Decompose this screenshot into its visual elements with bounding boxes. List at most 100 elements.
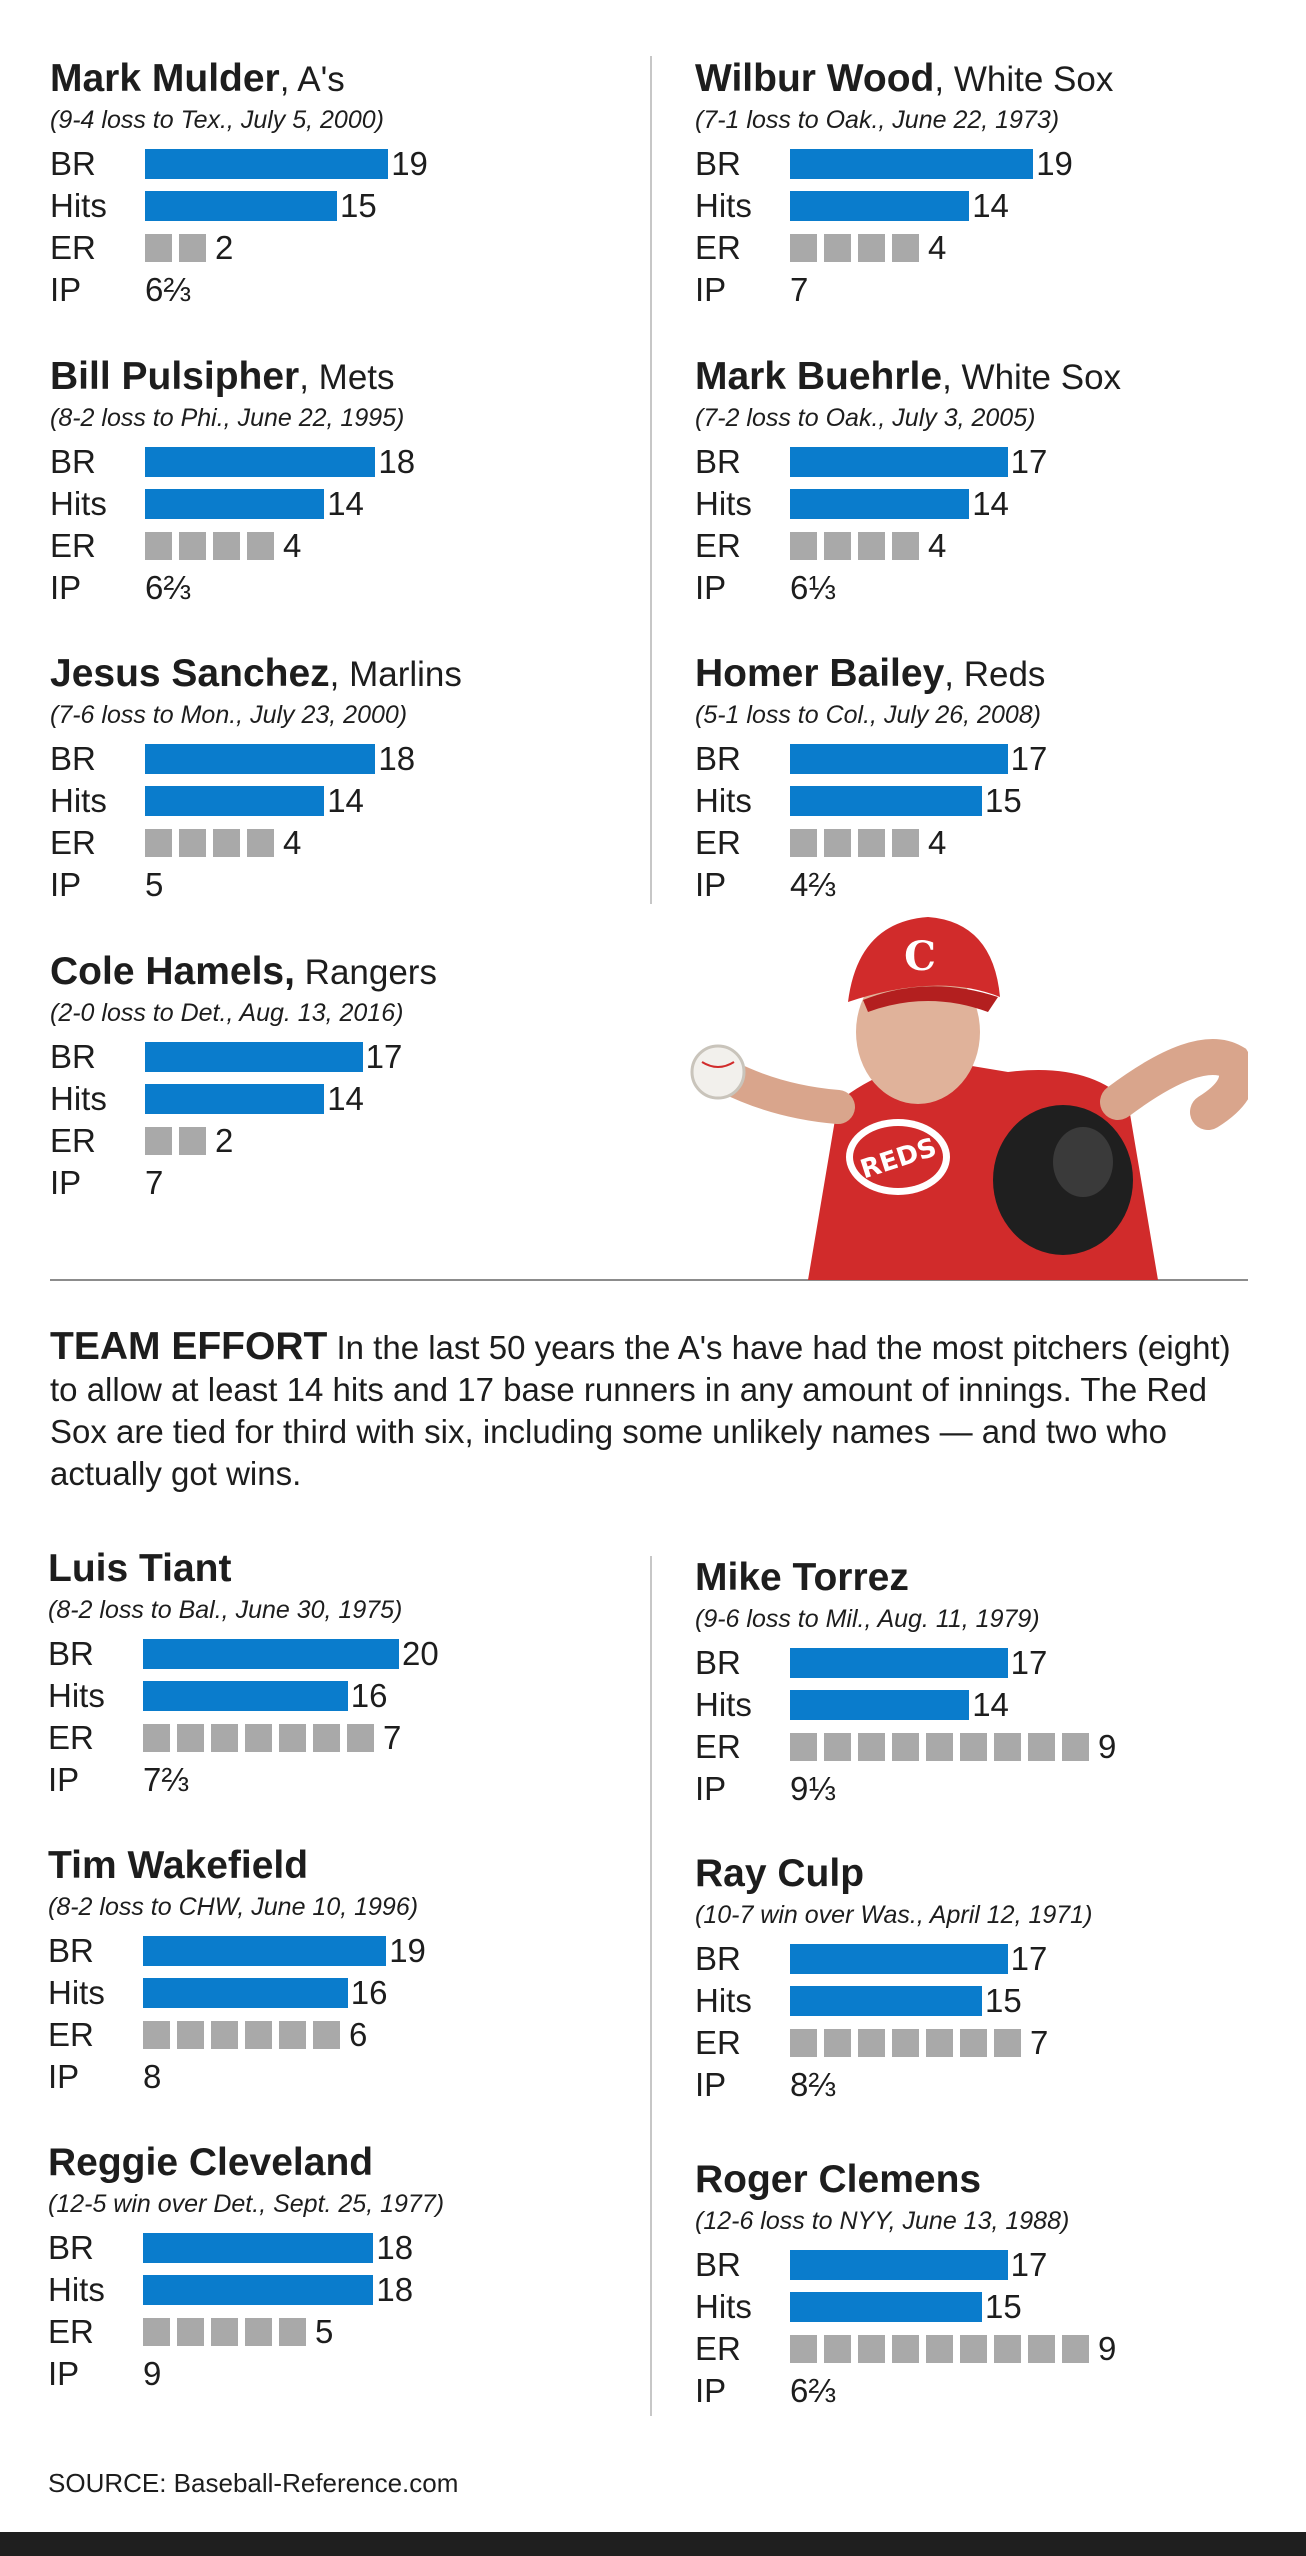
stat-label-er: ER: [50, 229, 96, 266]
er-square: [824, 234, 851, 262]
hits-value: 15: [340, 187, 377, 224]
stat-row-hits: Hits 18: [48, 2269, 648, 2311]
stat-label-er: ER: [48, 2313, 94, 2350]
stat-label-ip: IP: [50, 569, 82, 606]
pitcher-panel: Mark Buehrle, White Sox (7-2 loss to Oak.…: [695, 354, 1295, 609]
hits-value: 16: [350, 1974, 388, 2011]
hits-value: 14: [327, 782, 364, 819]
game-description: (2-0 loss to Det., Aug. 13, 2016): [50, 999, 404, 1027]
pitcher-panel: Bill Pulsipher, Mets (8-2 loss to Phi., J…: [50, 354, 650, 609]
er-square: [247, 532, 274, 560]
ip-value: 9: [143, 2355, 162, 2392]
stat-label-ip: IP: [48, 2058, 80, 2095]
er-square: [179, 1127, 206, 1155]
er-square: [245, 2021, 272, 2049]
pitcher-panel: Wilbur Wood, White Sox (7-1 loss to Oak.,…: [695, 56, 1295, 311]
ip-value: 5: [145, 866, 164, 903]
stat-row-br: BR 17: [50, 1036, 650, 1078]
br-bar: [790, 2250, 1008, 2280]
stat-label-er: ER: [695, 824, 741, 861]
er-square: [824, 1733, 851, 1761]
pitcher-panel: Luis Tiant (8-2 loss to Bal., June 30, 19…: [48, 1546, 648, 1801]
stat-row-ip: IP 6⅔: [695, 2370, 1295, 2412]
er-square: [313, 1724, 340, 1752]
stat-row-ip: IP 6⅓: [695, 567, 1295, 609]
er-square: [892, 234, 919, 262]
er-square: [211, 2318, 238, 2346]
br-value: 17: [1010, 443, 1048, 480]
br-value: 19: [391, 145, 428, 182]
stat-label-br: BR: [48, 1932, 94, 1969]
stat-label-ip: IP: [50, 1164, 82, 1201]
hits-bar: [790, 191, 970, 221]
br-value: 19: [1036, 145, 1073, 182]
pitcher-team: , White Sox: [942, 358, 1122, 397]
pitcher-title: Cole Hamels, Rangers: [50, 949, 650, 996]
pitcher-title: Mark Buehrle, White Sox: [695, 354, 1295, 401]
pitcher-title: Ray Culp: [695, 1851, 1295, 1898]
pitcher-name: Roger Clemens: [695, 2158, 982, 2201]
er-square: [824, 2029, 851, 2057]
pitcher-title: Wilbur Wood, White Sox: [695, 56, 1295, 103]
er-square: [1062, 1733, 1089, 1761]
stat-row-br: BR 18: [50, 441, 650, 483]
er-square: [790, 2335, 817, 2363]
stat-label-ip: IP: [695, 2066, 727, 2103]
er-square: [858, 532, 885, 560]
stat-label-br: BR: [695, 2246, 741, 2283]
stat-rows: BR 20 Hits 16 ER 7 IP 7⅔: [48, 1633, 648, 1801]
stat-label-er: ER: [48, 2016, 94, 2053]
pitcher-title: Mike Torrez: [695, 1555, 1295, 1602]
stat-label-br: BR: [50, 1038, 96, 1075]
er-square: [790, 532, 817, 560]
stat-row-er: ER 4: [695, 227, 1295, 269]
stat-label-br: BR: [695, 740, 741, 777]
br-value: 18: [376, 2229, 414, 2266]
br-bar: [145, 744, 376, 774]
game-description: (8-2 loss to Phi., June 22, 1995): [50, 404, 405, 432]
er-value: 7: [1030, 2024, 1049, 2061]
er-square: [858, 1733, 885, 1761]
stat-row-er: ER 4: [50, 822, 650, 864]
er-square: [179, 532, 206, 560]
er-value: 9: [1098, 2330, 1117, 2367]
er-square: [926, 2335, 953, 2363]
stat-label-er: ER: [695, 2024, 741, 2061]
stat-row-hits: Hits 15: [695, 2286, 1295, 2328]
stat-label-hits: Hits: [695, 187, 752, 224]
stat-label-ip: IP: [695, 569, 727, 606]
stat-row-br: BR 19: [50, 143, 650, 185]
er-square: [245, 1724, 272, 1752]
br-value: 17: [1010, 1940, 1048, 1977]
stat-row-hits: Hits 14: [50, 780, 650, 822]
stat-row-ip: IP 7: [50, 1162, 650, 1204]
hits-bar: [790, 2292, 982, 2322]
er-square: [824, 2335, 851, 2363]
er-square: [1028, 1733, 1055, 1761]
hits-bar: [790, 1986, 982, 2016]
stat-label-hits: Hits: [48, 1677, 105, 1714]
er-square: [179, 829, 206, 857]
er-square: [994, 2029, 1021, 2057]
pitcher-name: Reggie Cleveland: [48, 2141, 374, 2184]
er-square: [145, 532, 172, 560]
stat-row-ip: IP 8⅔: [695, 2064, 1295, 2106]
stat-row-er: ER 6: [48, 2014, 648, 2056]
er-square: [143, 1724, 170, 1752]
br-bar: [145, 1042, 363, 1072]
er-square: [892, 829, 919, 857]
pitcher-name: Homer Bailey: [695, 652, 945, 695]
team-effort-heading: TEAM EFFORT: [50, 1325, 328, 1368]
pitcher-name: Wilbur Wood: [695, 57, 935, 100]
stat-row-hits: Hits 16: [48, 1675, 648, 1717]
hits-bar: [145, 191, 337, 221]
br-value: 19: [389, 1932, 426, 1969]
stat-row-ip: IP 7: [695, 269, 1295, 311]
pitcher-panel: Jesus Sanchez, Marlins (7-6 loss to Mon.,…: [50, 651, 650, 906]
er-square: [179, 234, 206, 262]
stat-label-hits: Hits: [50, 782, 107, 819]
er-square: [247, 829, 274, 857]
er-square: [790, 2029, 817, 2057]
er-square: [960, 2029, 987, 2057]
stat-row-hits: Hits 14: [695, 185, 1295, 227]
